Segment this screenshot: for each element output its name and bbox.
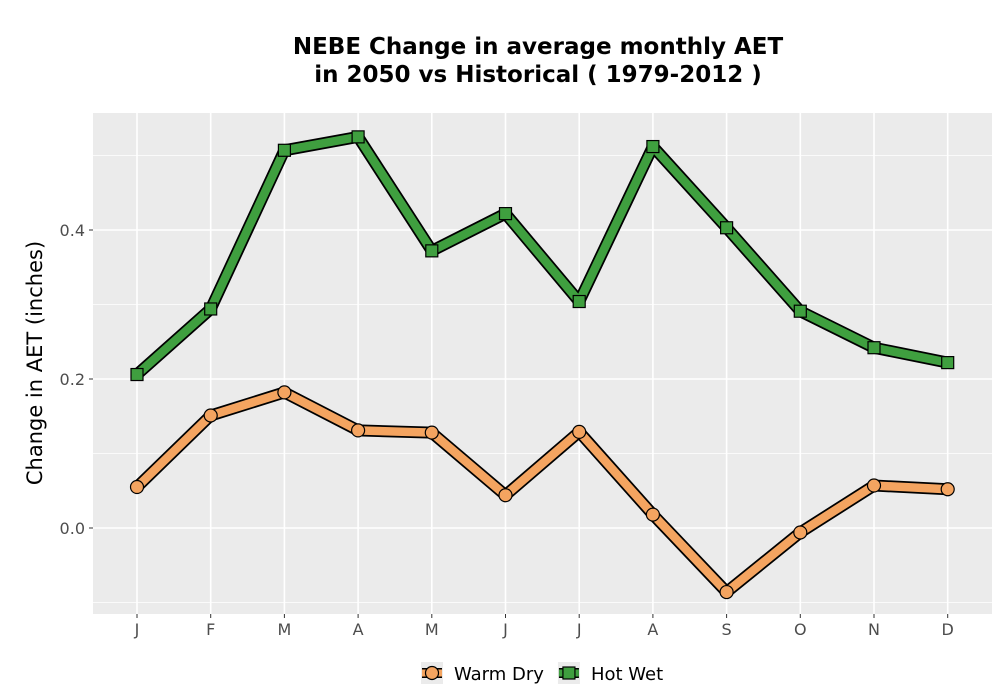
series-hot-wet-point [867, 341, 881, 355]
legend-hot-wet-key-marker [562, 666, 576, 680]
x-tick-label: M [277, 620, 291, 639]
x-tick-label: J [134, 620, 140, 639]
x-tick-label: F [206, 620, 215, 639]
y-tick-label: 0.2 [60, 370, 85, 389]
series-layer [129, 130, 955, 600]
legend-hot-wet-label: Hot Wet [591, 664, 663, 685]
series-warm-dry-point [424, 425, 439, 440]
legend-warm-dry-label: Warm Dry [454, 664, 544, 685]
series-warm-dry-point [793, 525, 808, 540]
x-tick-label: J [576, 620, 582, 639]
series-warm-dry-point [203, 408, 218, 423]
series-hot-wet-point [204, 302, 218, 316]
series-hot-wet-point [130, 367, 144, 382]
x-tick-label: A [353, 620, 364, 639]
chart-title-line1: NEBE Change in average monthly AET [293, 34, 784, 60]
series-warm-dry-point [866, 478, 882, 493]
series-hot-wet-line [132, 132, 952, 379]
y-axis: 0.0 0.2 0.4 [60, 221, 93, 538]
series-warm-dry-point [940, 482, 955, 497]
x-tick-label: O [794, 620, 807, 639]
x-tick-label: N [868, 620, 880, 639]
series-warm-dry-point [645, 507, 661, 522]
series-warm-dry-line [132, 388, 952, 597]
series-warm-dry-point [498, 488, 513, 503]
series-hot-wet-point [277, 143, 291, 157]
grid-minor [93, 155, 992, 603]
series-warm-dry-point [351, 423, 366, 438]
series-warm-dry-point [277, 385, 292, 400]
series-warm-dry-point [129, 479, 145, 495]
y-tick-label: 0.4 [60, 221, 85, 240]
series-warm-dry-point [719, 584, 734, 600]
x-tick-label: J [502, 620, 508, 639]
plot-panel [93, 113, 992, 614]
legend: Warm Dry Hot Wet [421, 662, 663, 685]
series-hot-wet-point [646, 139, 660, 154]
grid-major [93, 113, 992, 614]
series-hot-wet-point [498, 207, 513, 221]
x-tick-label: S [722, 620, 732, 639]
series-hot-wet-point [425, 244, 439, 258]
chart-title-line2: in 2050 vs Historical ( 1979-2012 ) [314, 62, 761, 88]
series-hot-wet-point [793, 304, 807, 318]
x-tick-label: M [425, 620, 439, 639]
x-tick-label: D [942, 620, 954, 639]
series-hot-wet-point [351, 130, 365, 144]
series-warm-dry-point [572, 424, 587, 439]
series-hot-wet-point [941, 356, 955, 370]
series-hot-wet-point [572, 294, 586, 309]
series-hot-wet-point [719, 221, 734, 235]
x-tick-label: A [647, 620, 658, 639]
y-tick-label: 0.0 [60, 519, 85, 538]
legend-warm-dry-key-marker [424, 665, 440, 681]
y-axis-label: Change in AET (inches) [23, 241, 47, 485]
